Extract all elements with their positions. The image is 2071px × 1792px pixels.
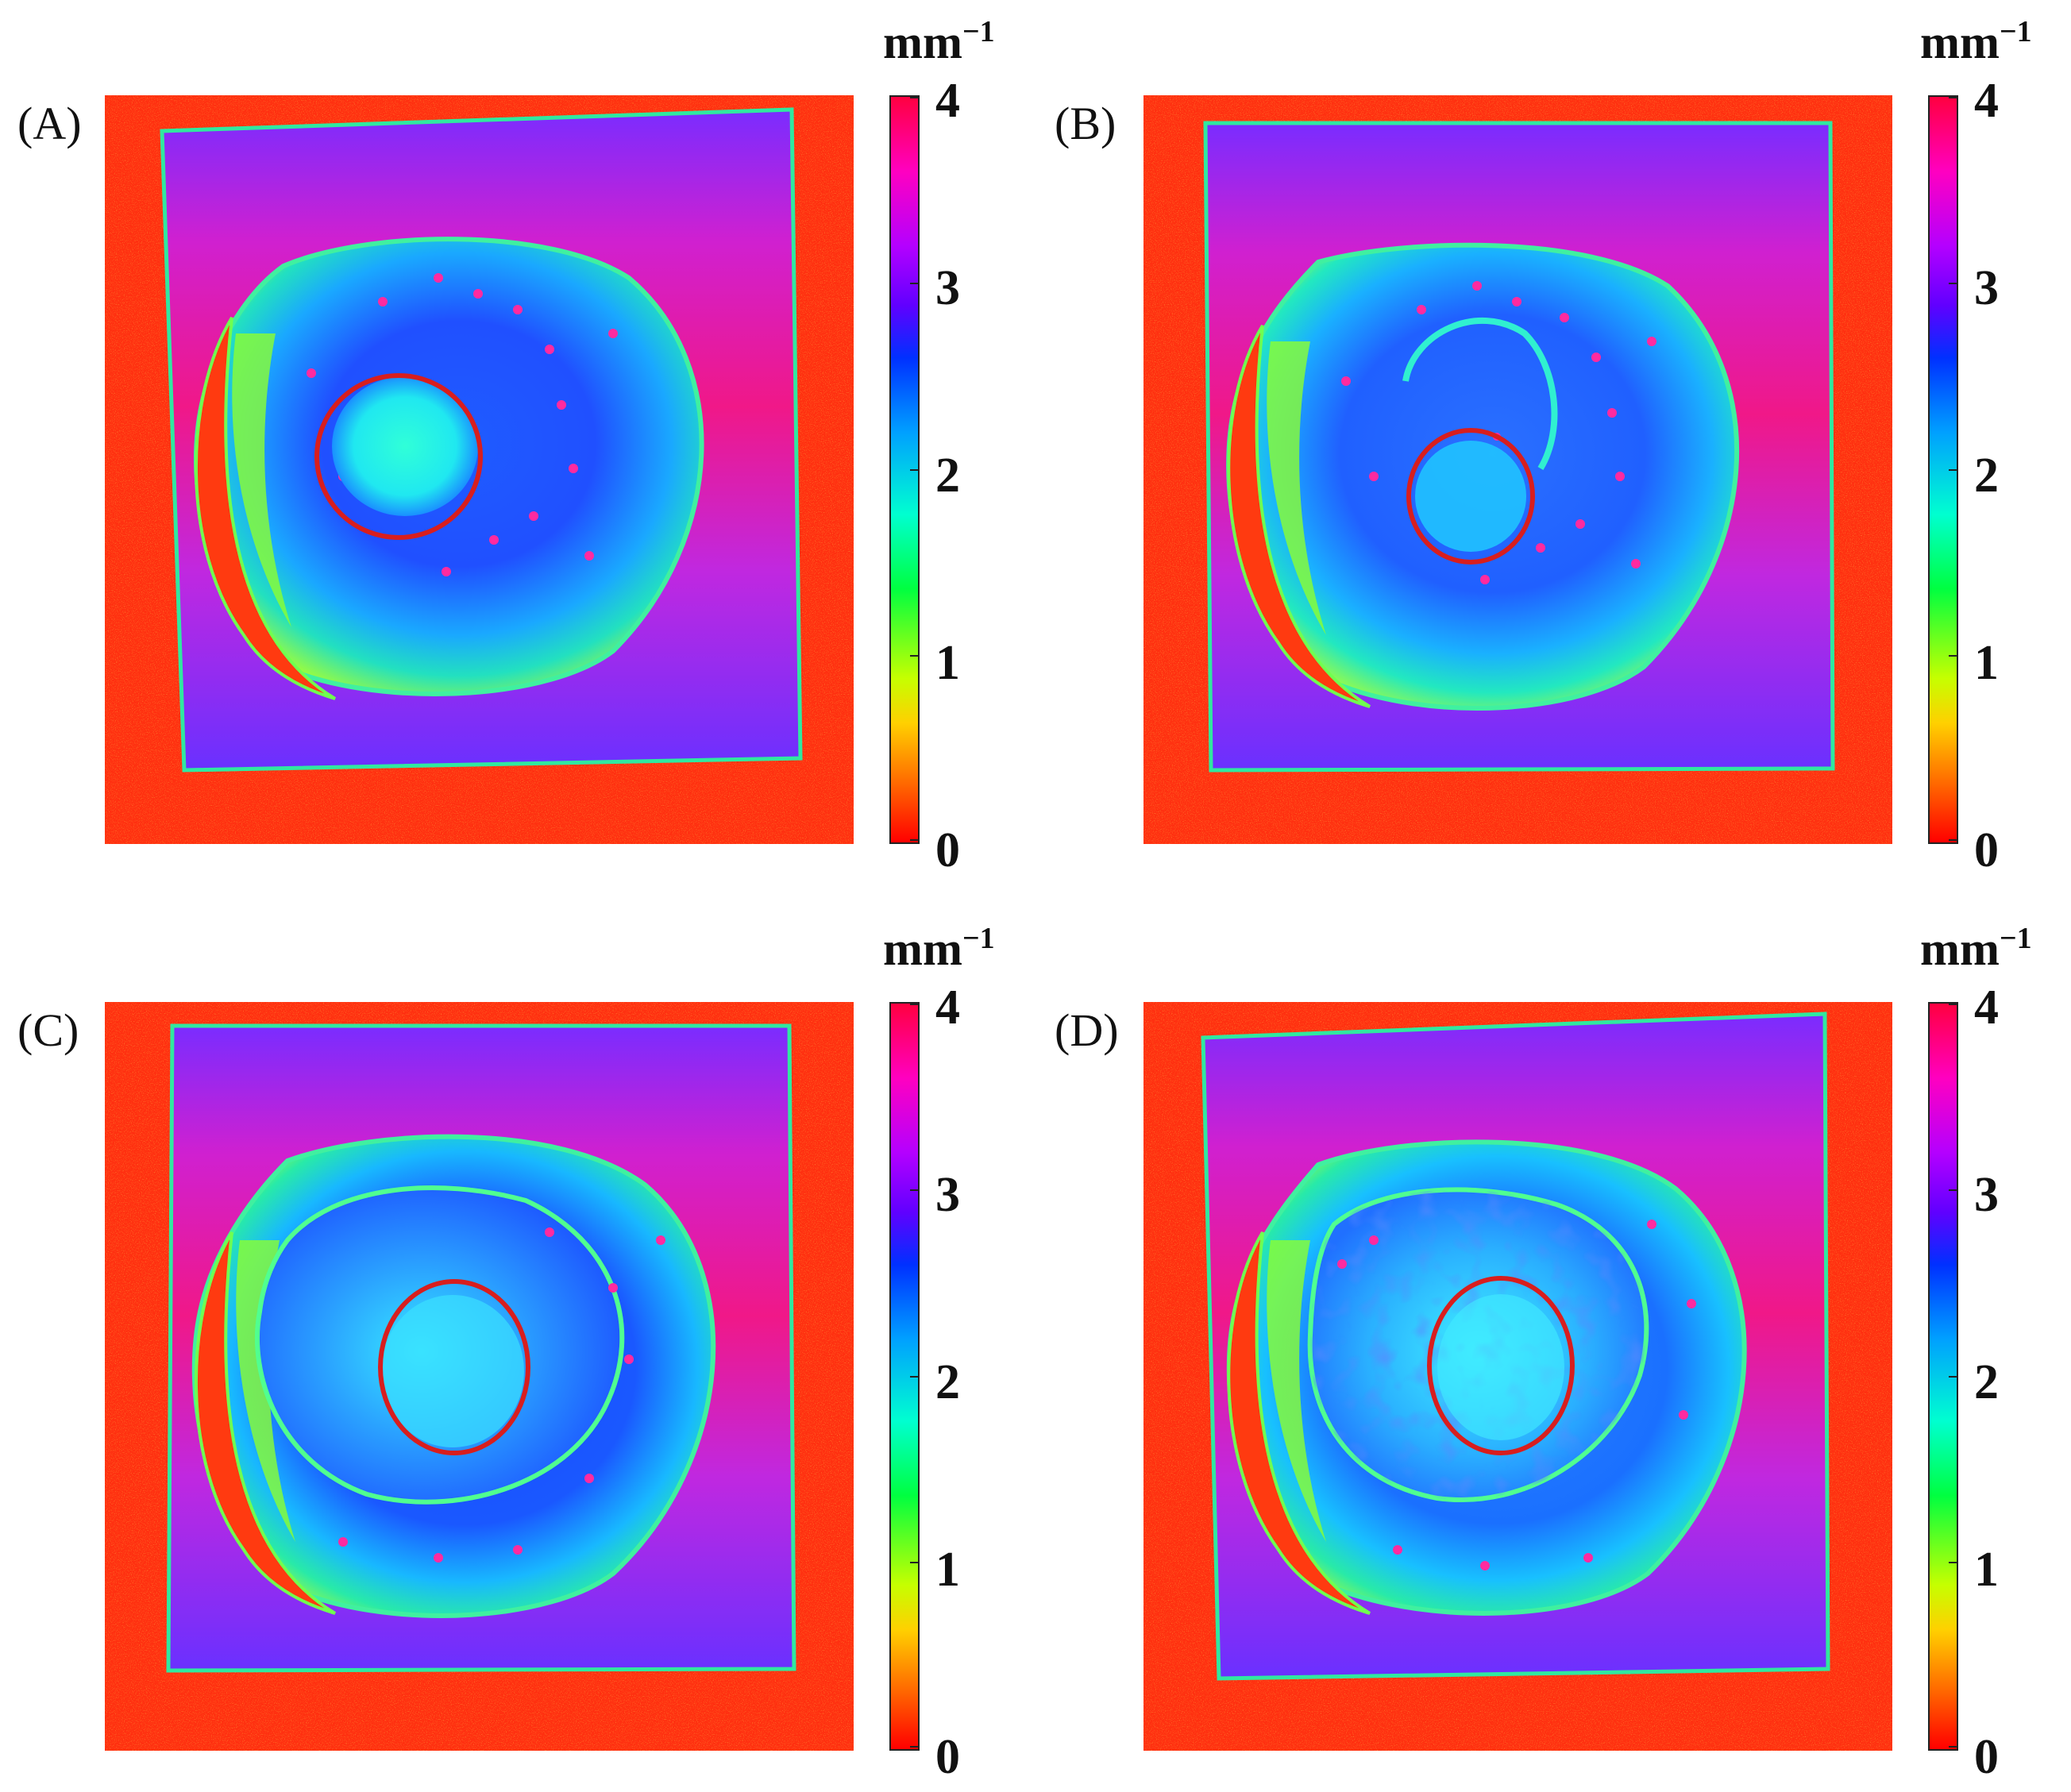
colorbar-tick-4-c: 4 xyxy=(935,981,960,1035)
colorbar-a xyxy=(889,95,920,844)
colorbar-tick-mark xyxy=(1949,283,1957,285)
colorbar-tick-3-c: 3 xyxy=(935,1168,960,1222)
colorbar-tick-mark xyxy=(1949,654,1957,657)
colorbar-tick-mark xyxy=(1949,1375,1957,1378)
colorbar-tick-mark xyxy=(910,1375,918,1378)
colorbar-tick-2-c: 2 xyxy=(935,1355,960,1409)
panel-label-a: (A) xyxy=(17,98,82,149)
colorbar-tick-2-d: 2 xyxy=(1974,1355,1999,1409)
colorbar-tick-4-d: 4 xyxy=(1974,981,1999,1035)
colorbar-tick-mark xyxy=(1949,839,1957,841)
colorbar-tick-1-a: 1 xyxy=(935,636,960,690)
colorbar-tick-0-a: 0 xyxy=(935,823,960,877)
colorbar-tick-mark xyxy=(910,468,918,471)
colorbar-unit-d: mm−1 xyxy=(1920,922,2032,975)
absorption-map-d xyxy=(1143,1002,1892,1751)
colorbar-tick-mark xyxy=(1949,1561,1957,1563)
absorption-map-a xyxy=(105,95,854,844)
colorbar-tick-mark xyxy=(1949,1004,1957,1005)
colorbar-tick-2-b: 2 xyxy=(1974,449,1999,503)
colorbar-tick-mark xyxy=(910,654,918,657)
panel-label-b: (B) xyxy=(1055,98,1116,149)
colorbar-tick-mark xyxy=(910,97,918,98)
panel-label-c: (C) xyxy=(17,1004,79,1056)
region-marker-c xyxy=(378,1279,530,1455)
colorbar-unit-c: mm−1 xyxy=(883,922,995,975)
colorbar-tick-1-d: 1 xyxy=(1974,1543,1999,1597)
colorbar-tick-3-a: 3 xyxy=(935,261,960,315)
colorbar-tick-3-b: 3 xyxy=(1974,261,1999,315)
colorbar-c xyxy=(889,1002,920,1751)
colorbar-tick-1-c: 1 xyxy=(935,1543,960,1597)
colorbar-unit-a: mm−1 xyxy=(883,15,995,68)
colorbar-tick-mark xyxy=(1949,1189,1957,1192)
colorbar-tick-0-b: 0 xyxy=(1974,823,1999,877)
colorbar-tick-mark xyxy=(1949,1746,1957,1748)
colorbar-d xyxy=(1928,1002,1958,1751)
colorbar-tick-mark xyxy=(910,1746,918,1748)
colorbar-tick-0-c: 0 xyxy=(935,1730,960,1784)
colorbar-unit-b: mm−1 xyxy=(1920,15,2032,68)
absorption-map-c xyxy=(105,1002,854,1751)
colorbar-tick-mark xyxy=(910,1561,918,1563)
colorbar-tick-mark xyxy=(910,283,918,285)
colorbar-tick-4-a: 4 xyxy=(935,74,960,128)
colorbar-tick-mark xyxy=(1949,468,1957,471)
colorbar-tick-mark xyxy=(910,1004,918,1005)
region-marker-a xyxy=(314,373,483,540)
colorbar-tick-1-b: 1 xyxy=(1974,636,1999,690)
colorbar-b xyxy=(1928,95,1958,844)
region-marker-b xyxy=(1406,428,1535,565)
colorbar-tick-2-a: 2 xyxy=(935,449,960,503)
colorbar-tick-0-d: 0 xyxy=(1974,1730,1999,1784)
colorbar-tick-4-b: 4 xyxy=(1974,74,1999,128)
region-marker-d xyxy=(1427,1276,1575,1455)
absorption-map-b xyxy=(1143,95,1892,844)
colorbar-tick-mark xyxy=(1949,97,1957,98)
colorbar-tick-mark xyxy=(910,1189,918,1192)
colorbar-tick-3-d: 3 xyxy=(1974,1168,1999,1222)
colorbar-tick-mark xyxy=(910,839,918,841)
panel-label-d: (D) xyxy=(1055,1004,1119,1056)
